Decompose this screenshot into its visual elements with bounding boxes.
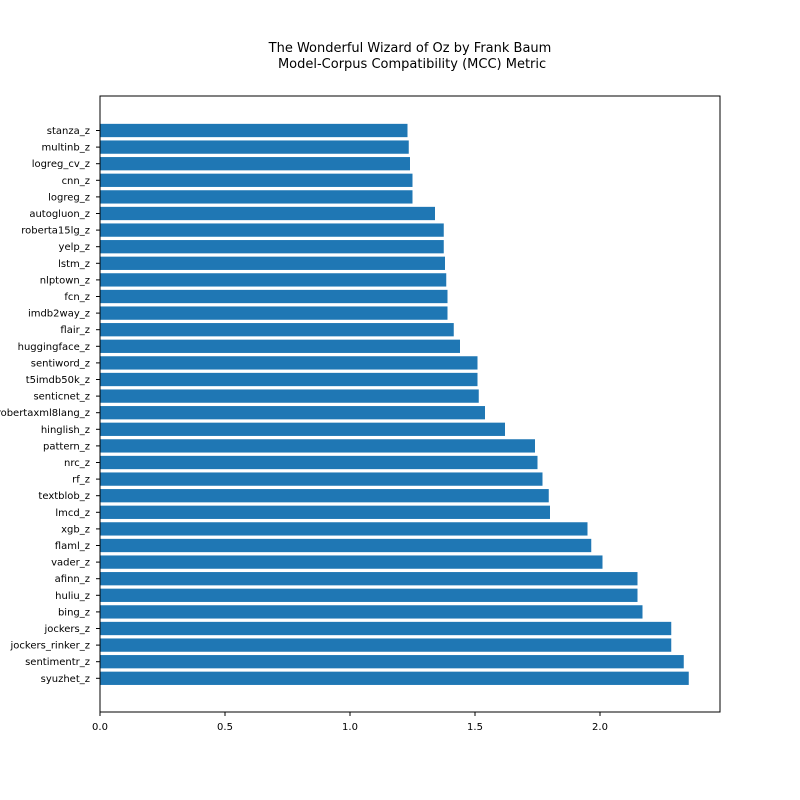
bar-bing_z: [100, 605, 643, 619]
bar-afinn_z: [100, 572, 638, 586]
bar-t5imdb50k_z: [100, 372, 478, 387]
y-tick-label: rf_z: [72, 475, 90, 486]
y-tick-label: sentimentr_z: [25, 657, 90, 668]
y-tick-label: multinb_z: [42, 143, 91, 154]
bar-flaml_z: [100, 538, 592, 553]
y-tick-label: yelp_z: [59, 242, 90, 253]
bar-lstm_z: [100, 256, 445, 270]
bar-logreg_cv_z: [100, 157, 410, 171]
y-tick-label: jockers_z: [43, 624, 90, 635]
bar-fcn_z: [100, 289, 448, 304]
y-tick-label: stanza_z: [47, 126, 90, 137]
y-tick-label: flaml_z: [55, 541, 90, 552]
chart-subtitle: Model-Corpus Compatibility (MCC) Metric: [274, 57, 546, 72]
bar-robertaxml8lang_z: [100, 406, 485, 420]
y-tick-label: logreg_z: [48, 192, 90, 203]
chart-title: The Wonderful Wizard of Oz by Frank Baum: [268, 41, 552, 56]
y-tick-label: textblob_z: [38, 491, 90, 502]
y-tick-label: roberta15lg_z: [21, 226, 90, 237]
x-tick-label: 1.5: [467, 722, 483, 733]
y-axis-ticks: stanza_z multinb_z logreg_cv_z cnn_z logreg_…: [0, 126, 100, 685]
y-tick-label: flair_z: [60, 325, 90, 336]
x-tick-label: 1.0: [342, 722, 358, 733]
bar-vader_z: [100, 555, 603, 569]
y-tick-label: sentiword_z: [31, 358, 90, 369]
y-tick-label: nrc_z: [64, 458, 90, 469]
y-tick-label: senticnet_z: [33, 392, 90, 403]
y-tick-label: autogluon_z: [29, 209, 90, 220]
bar-stanza_z: [100, 123, 408, 138]
bar-huliu_z: [100, 588, 638, 602]
y-tick-label: huliu_z: [55, 591, 90, 602]
bar-jockers_z: [100, 621, 672, 636]
y-tick-label: jockers_rinker_z: [10, 641, 90, 652]
bar-multinb_z: [100, 140, 409, 154]
bar-jockers_rinker_z: [100, 638, 672, 652]
x-axis-ticks: 0.0 0.5 1.0 1.5 2.0: [92, 712, 608, 733]
plot-frame: [99, 95, 721, 713]
y-tick-label: xgb_z: [61, 524, 90, 535]
y-tick-label: huggingface_z: [18, 342, 90, 353]
x-tick-label: 0.5: [217, 722, 233, 733]
bar-nrc_z: [100, 455, 538, 470]
y-tick-label: imdb2way_z: [28, 309, 90, 320]
bar-pattern_z: [100, 439, 535, 453]
bar-cnn_z: [100, 173, 413, 187]
bar-hinglish_z: [100, 422, 505, 436]
y-tick-label: cnn_z: [62, 176, 90, 187]
y-tick-label: robertaxml8lang_z: [0, 408, 90, 419]
bar-sentiword_z: [100, 356, 478, 370]
bar-roberta15lg_z: [100, 223, 444, 237]
y-tick-label: afinn_z: [55, 574, 90, 585]
bar-yelp_z: [100, 240, 444, 254]
bar-sentimentr_z: [100, 655, 684, 669]
y-tick-label: nlptown_z: [40, 275, 90, 286]
y-tick-label: lstm_z: [58, 259, 90, 270]
y-tick-label: pattern_z: [43, 441, 90, 452]
bar-imdb2way_z: [100, 306, 448, 320]
y-tick-label: hinglish_z: [41, 425, 90, 436]
bar-nlptown_z: [100, 273, 447, 287]
bar-huggingface_z: [100, 339, 460, 353]
y-tick-label: fcn_z: [64, 292, 90, 303]
bar-senticnet_z: [100, 389, 479, 403]
x-tick-label: 2.0: [592, 722, 608, 733]
y-tick-label: t5imdb50k_z: [26, 375, 90, 386]
y-tick-label: logreg_cv_z: [32, 159, 90, 170]
y-tick-label: vader_z: [51, 558, 90, 569]
y-tick-label: lmcd_z: [55, 508, 90, 519]
bar-xgb_z: [100, 522, 588, 536]
bar-flair_z: [100, 323, 454, 337]
bar-syuzhet_z: [100, 671, 689, 685]
x-tick-label: 0.0: [92, 722, 108, 733]
bar-textblob_z: [100, 489, 549, 503]
bar-logreg_z: [100, 190, 413, 204]
bar-autogluon_z: [100, 206, 435, 221]
y-tick-label: syuzhet_z: [41, 674, 90, 685]
y-tick-label: bing_z: [58, 607, 90, 618]
bars-group: [100, 123, 689, 685]
bar-rf_z: [100, 472, 543, 486]
bar-lmcd_z: [100, 505, 550, 519]
